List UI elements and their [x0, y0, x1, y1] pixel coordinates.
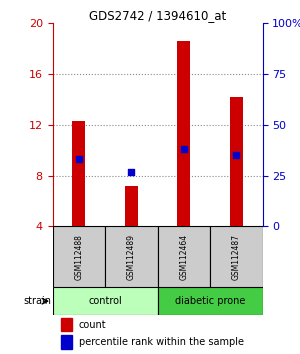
Bar — [105, 227, 158, 287]
Text: percentile rank within the sample: percentile rank within the sample — [79, 337, 244, 347]
Text: GSM112487: GSM112487 — [232, 234, 241, 280]
Bar — [177, 41, 190, 227]
Point — [76, 156, 81, 162]
Text: GSM112464: GSM112464 — [179, 234, 188, 280]
Bar — [52, 227, 105, 287]
Bar — [52, 287, 158, 315]
Bar — [125, 186, 138, 227]
Text: GSM112489: GSM112489 — [127, 234, 136, 280]
Bar — [210, 227, 262, 287]
Bar — [158, 227, 210, 287]
Text: GSM112488: GSM112488 — [74, 234, 83, 280]
Title: GDS2742 / 1394610_at: GDS2742 / 1394610_at — [89, 9, 226, 22]
Bar — [72, 121, 85, 227]
Bar — [158, 287, 262, 315]
Text: control: control — [88, 296, 122, 306]
Point — [181, 146, 186, 152]
Point — [234, 153, 239, 158]
Bar — [61, 336, 73, 349]
Text: strain: strain — [23, 296, 52, 306]
Text: diabetic prone: diabetic prone — [175, 296, 245, 306]
Text: count: count — [79, 320, 106, 330]
Bar — [230, 97, 243, 227]
Bar — [61, 318, 73, 331]
Point — [129, 169, 134, 175]
